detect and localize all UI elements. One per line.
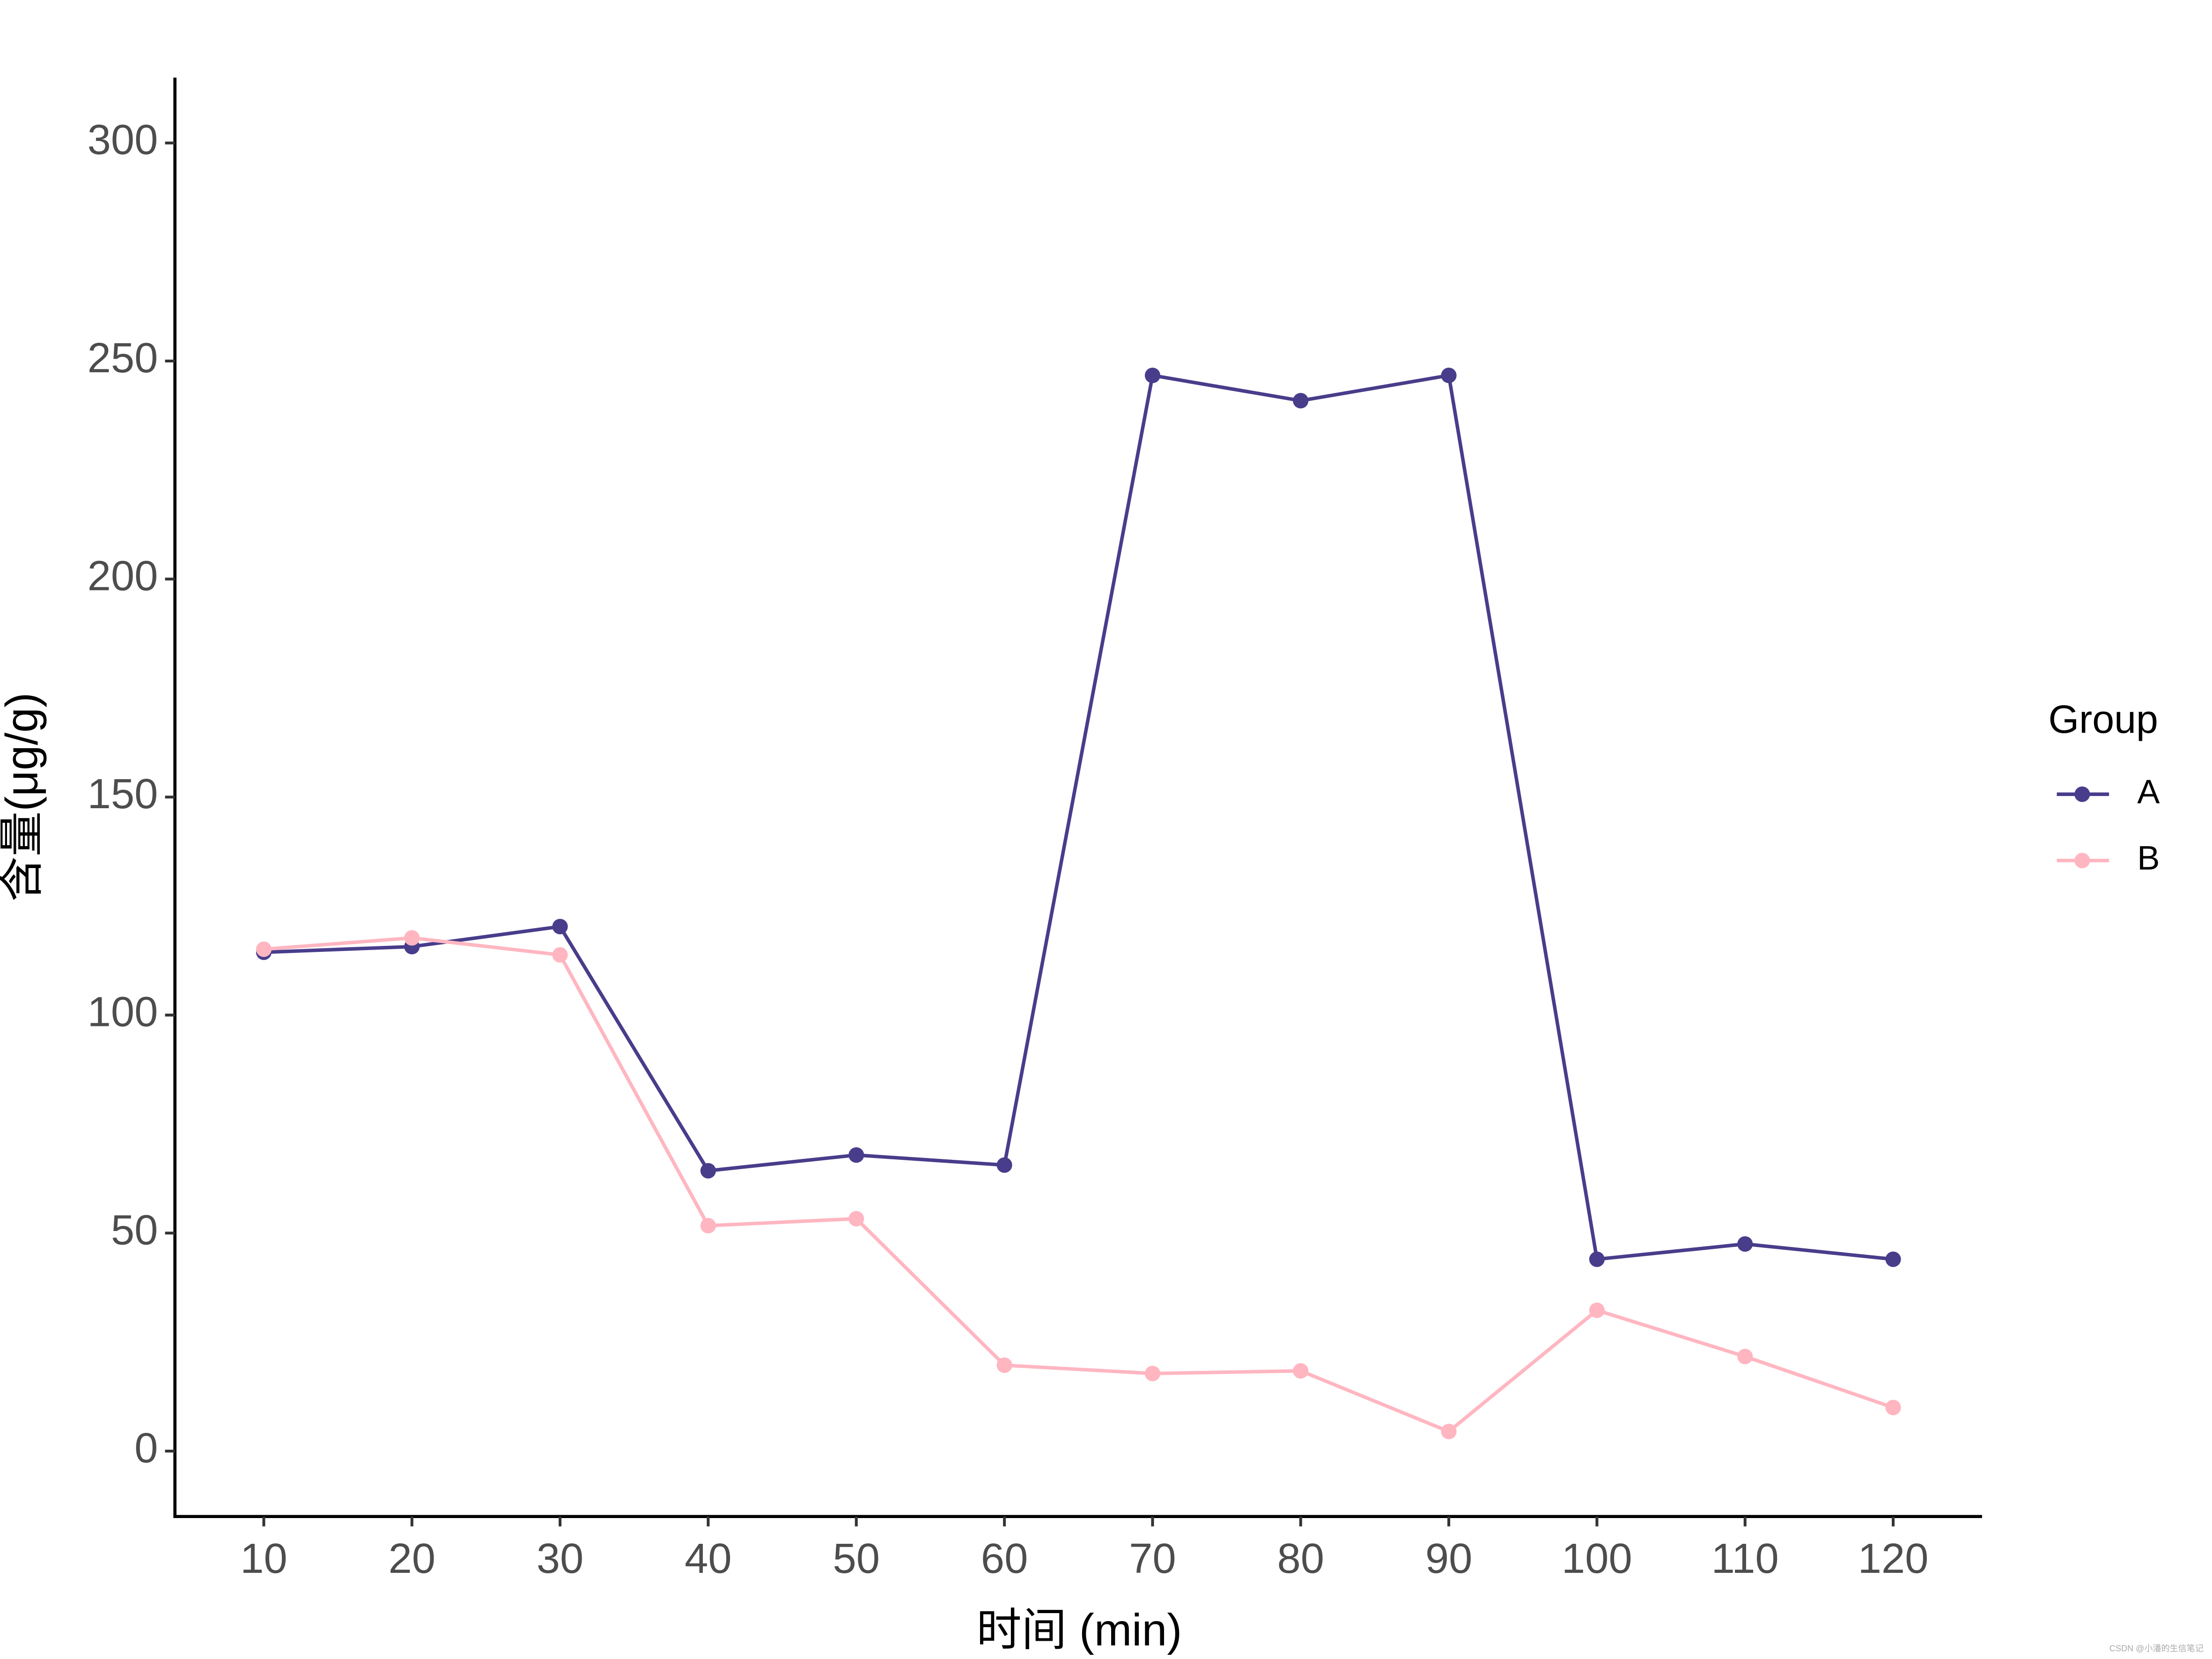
- data-point: [848, 1211, 864, 1227]
- data-point: [256, 941, 272, 957]
- legend-marker: [2074, 786, 2090, 802]
- data-point: [1144, 368, 1160, 383]
- y-tick-label: 200: [88, 552, 158, 599]
- legend-marker: [2074, 853, 2090, 869]
- x-tick-label: 10: [240, 1535, 288, 1582]
- x-tick-label: 70: [1129, 1535, 1176, 1582]
- data-point: [1737, 1349, 1753, 1364]
- y-tick-label: 150: [88, 770, 158, 818]
- data-point: [700, 1163, 716, 1179]
- x-tick-label: 90: [1425, 1535, 1473, 1582]
- x-tick-label: 60: [981, 1535, 1028, 1582]
- x-tick-label: 20: [388, 1535, 435, 1582]
- data-point: [1885, 1251, 1901, 1267]
- y-tick-label: 300: [88, 116, 158, 163]
- data-point: [552, 919, 568, 935]
- legend-title: Group: [2049, 697, 2158, 741]
- data-point: [1293, 393, 1309, 409]
- x-tick-label: 50: [833, 1535, 880, 1582]
- data-point: [848, 1147, 864, 1163]
- x-tick-label: 120: [1858, 1535, 1929, 1582]
- data-point: [1589, 1302, 1605, 1318]
- x-axis-title: 时间 (min): [976, 1605, 1182, 1655]
- data-point: [1441, 1423, 1457, 1439]
- y-tick-label: 250: [88, 334, 158, 382]
- y-tick-label: 0: [134, 1424, 158, 1472]
- legend-label: A: [2137, 773, 2160, 811]
- data-point: [1885, 1400, 1901, 1416]
- x-tick-label: 110: [1711, 1535, 1779, 1582]
- data-point: [1144, 1365, 1160, 1381]
- legend-label: B: [2137, 840, 2160, 877]
- y-axis-title: 含量(μg/g): [0, 693, 47, 902]
- data-point: [996, 1157, 1012, 1173]
- data-point: [1441, 368, 1457, 383]
- data-point: [996, 1357, 1012, 1373]
- data-point: [552, 947, 568, 963]
- data-point: [1589, 1251, 1605, 1267]
- data-point: [1737, 1236, 1753, 1252]
- x-tick-label: 100: [1562, 1535, 1632, 1582]
- series-line: [264, 373, 1894, 1261]
- data-point: [1293, 1363, 1309, 1379]
- data-point: [404, 930, 420, 946]
- series-line: [264, 936, 1894, 1434]
- x-tick-label: 80: [1277, 1535, 1324, 1582]
- data-point: [700, 1218, 716, 1234]
- y-tick-label: 50: [111, 1206, 158, 1253]
- y-tick-label: 100: [88, 988, 158, 1036]
- x-tick-label: 30: [537, 1535, 584, 1582]
- x-tick-label: 40: [685, 1535, 732, 1582]
- watermark: CSDN @小潘的生信笔记: [2109, 1644, 2204, 1653]
